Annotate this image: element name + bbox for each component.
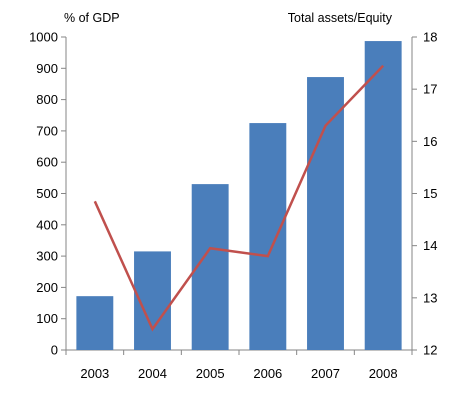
right-tick-label: 15 — [423, 186, 437, 201]
tick-labels: 0 100 200 300 400 500 600 700 800 900 1000 12 13 14 15… — [29, 30, 437, 382]
bar — [76, 296, 114, 350]
bar — [307, 77, 344, 351]
left-tick-label: 100 — [36, 311, 58, 326]
x-tick-label: 2006 — [253, 366, 282, 381]
right-tick-label: 18 — [423, 30, 437, 45]
right-tick-label: 17 — [423, 82, 437, 97]
right-tick-label: 12 — [423, 343, 437, 358]
left-tick-label: 300 — [36, 249, 58, 264]
x-tick-label: 2007 — [311, 366, 340, 381]
left-tick-label: 200 — [36, 280, 58, 295]
line-series — [93, 64, 385, 332]
left-tick-label: 400 — [36, 217, 58, 232]
bar-series — [76, 41, 402, 351]
right-tick-label: 14 — [423, 238, 437, 253]
x-tick-label: 2003 — [80, 366, 109, 381]
left-axis-title: % of GDP — [64, 11, 120, 25]
axes — [61, 36, 417, 355]
right-tick-label: 16 — [423, 134, 437, 149]
left-tick-label: 600 — [36, 155, 58, 170]
left-tick-label: 0 — [51, 343, 58, 358]
line-path — [93, 64, 385, 332]
left-tick-label: 1000 — [29, 30, 58, 45]
left-tick-label: 900 — [36, 61, 58, 76]
x-tick-label: 2004 — [138, 366, 167, 381]
right-axis-title: Total assets/Equity — [288, 11, 393, 25]
bar — [249, 123, 287, 350]
left-tick-label: 700 — [36, 123, 58, 138]
x-tick-label: 2008 — [369, 366, 398, 381]
right-tick-label: 13 — [423, 290, 437, 305]
left-tick-label: 800 — [36, 92, 58, 107]
bar — [364, 41, 402, 350]
x-tick-label: 2005 — [196, 366, 225, 381]
left-tick-label: 500 — [36, 186, 58, 201]
